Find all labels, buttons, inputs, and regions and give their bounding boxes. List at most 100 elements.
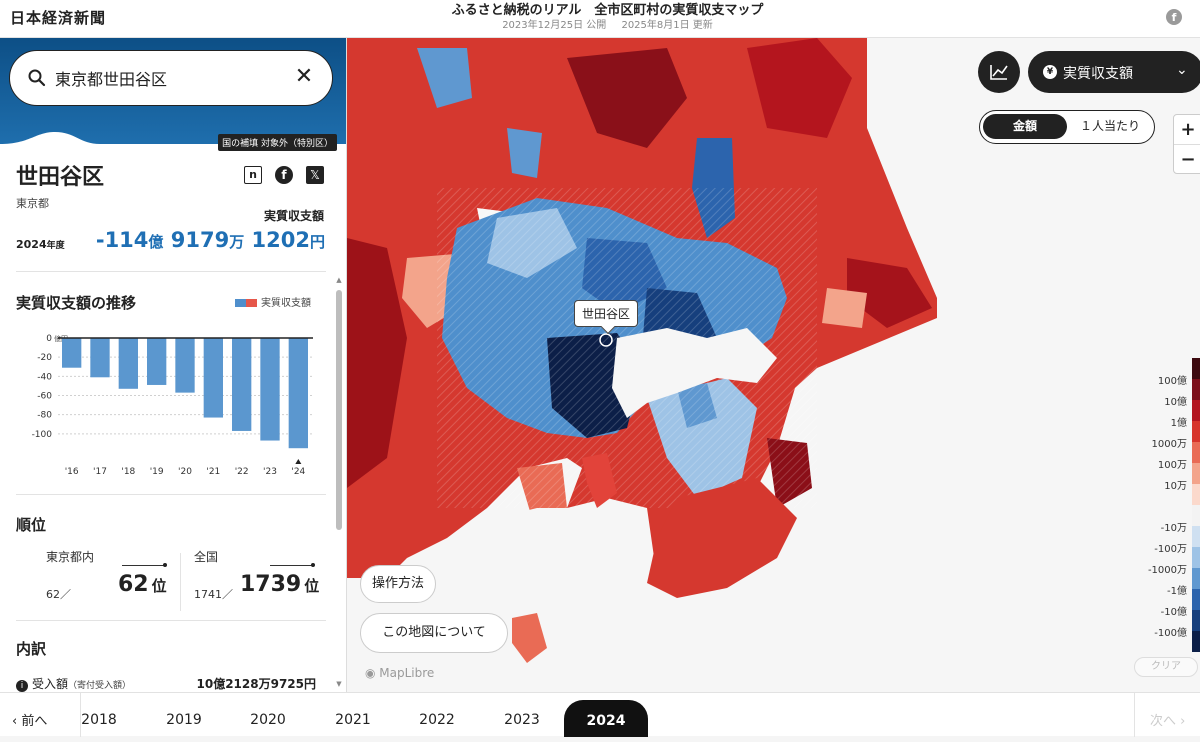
scale-swatch [1192, 505, 1200, 526]
scale-swatch [1192, 442, 1200, 463]
scale-swatch [1192, 421, 1200, 442]
land-dark-red-north2 [747, 38, 852, 138]
breakdown-row[interactable]: i 受入額（寄付受入額） 10億2128万9725円 [16, 675, 316, 692]
scale-swatch [1192, 526, 1200, 547]
x-tick-label: '19 [150, 467, 164, 477]
scroll-thumb[interactable] [336, 290, 342, 530]
prefecture-name: 東京都 [16, 197, 49, 210]
nikkei-logo[interactable]: 日本経済新聞 [10, 9, 107, 27]
year-2018[interactable]: 2018 [81, 712, 117, 728]
tokyo-rank-indicator [122, 563, 167, 567]
choropleth-map[interactable]: 世田谷区 ¥ 実質収支額 ⌄ 金額 １人当たり + − 100億 10億 1億 100… [347, 38, 1200, 692]
unit-man: 万 [229, 233, 245, 251]
tokyo-rank-value: 62 [118, 572, 149, 597]
toggle-amount[interactable]: 金額 [983, 114, 1067, 139]
scale-label: -1億 [1167, 586, 1187, 597]
x-share-icon[interactable]: 𝕏 [306, 166, 324, 184]
scale-label: -100億 [1154, 628, 1187, 639]
trend-chart-button[interactable] [978, 51, 1020, 93]
scale-swatch [1192, 379, 1200, 400]
search-icon [28, 69, 46, 87]
scale-label: -10万 [1160, 523, 1187, 534]
breakdown-title: 内訳 [16, 640, 47, 658]
unit-toggle[interactable]: 金額 １人当たり [979, 110, 1155, 144]
search-box[interactable]: ✕ [9, 50, 333, 106]
bar-'22 [232, 338, 252, 431]
island-oshima [512, 613, 547, 663]
panel-scrollbar[interactable]: ▲ ▼ [335, 276, 343, 692]
metric-dropdown-label: 実質収支額 [1063, 66, 1133, 82]
year-2024-active[interactable]: 2024 [564, 700, 648, 737]
scale-swatch [1192, 610, 1200, 631]
scroll-up-icon[interactable]: ▲ [336, 276, 342, 284]
land-blue-small-1 [507, 128, 542, 178]
scale-swatch [1192, 400, 1200, 421]
balance-oku: -114 [95, 228, 149, 252]
tokyo-rank: 62 位 [118, 572, 167, 597]
note-share-icon[interactable]: n [244, 166, 262, 184]
updated-date: 2025年8月1日 更新 [621, 20, 713, 31]
year-2020[interactable]: 2020 [250, 712, 286, 728]
divider [16, 271, 326, 272]
municipality-name: 世田谷区 [16, 165, 105, 190]
divider [80, 693, 81, 737]
year-timeline: ‹ 前へ 2018 2019 2020 2021 2022 2023 2024 … [0, 692, 1200, 737]
x-tick-label: '21 [206, 467, 220, 477]
breakdown-label: 受入額 [32, 677, 69, 691]
national-rank: 1739 位 [240, 572, 319, 597]
how-to-button[interactable]: 操作方法 [360, 565, 436, 603]
scale-label: 100億 [1157, 376, 1187, 387]
land-dark-red-east [847, 258, 932, 328]
attribution-text: MapLibre [379, 666, 435, 680]
national-label: 全国 [194, 550, 219, 564]
metric-dropdown[interactable]: ¥ 実質収支額 ⌄ [1028, 51, 1200, 93]
national-rank-suffix: 位 [304, 577, 320, 595]
land-dark-red-west [347, 238, 407, 488]
balance-value: -114億 9179万 1202円 [96, 228, 325, 252]
info-icon[interactable]: i [16, 680, 28, 692]
bar-'17 [90, 338, 110, 378]
maplibre-attribution[interactable]: ◉ MapLibre [365, 666, 435, 680]
scale-swatch [1192, 463, 1200, 484]
scale-label: 1000万 [1151, 439, 1187, 450]
current-year-marker [295, 459, 302, 464]
zoom-out-button[interactable]: − [1174, 144, 1200, 173]
scale-label: -1000万 [1147, 565, 1187, 576]
y-tick-label: -80 [37, 411, 52, 421]
zoom-in-button[interactable]: + [1180, 119, 1196, 140]
breakdown-amount: 10億2128万9725円 [196, 677, 317, 691]
tokyo-rank-label: 東京都内 [46, 546, 94, 565]
bar-'24 [288, 338, 308, 449]
bar-'18 [118, 338, 138, 389]
tokyo-bay [612, 328, 777, 418]
year-2021[interactable]: 2021 [335, 712, 371, 728]
page-title-block: ふるさと納税のリアル 全市区町村の実質収支マップ 2023年12月25日 公開 … [400, 3, 815, 33]
legend-label: 実質収支額 [261, 298, 311, 309]
clear-search-icon[interactable]: ✕ [294, 64, 314, 89]
y-tick-label: -40 [37, 372, 52, 382]
scale-label: -10億 [1160, 607, 1187, 618]
facebook-share-icon[interactable]: f [1166, 9, 1182, 25]
toggle-per-capita[interactable]: １人当たり [1079, 119, 1140, 133]
scroll-down-icon[interactable]: ▼ [336, 680, 342, 688]
facebook-icon[interactable]: f [275, 166, 293, 184]
land-salmon-3 [822, 288, 867, 328]
year-2023[interactable]: 2023 [504, 712, 540, 728]
y-tick-label: -60 [37, 392, 52, 402]
fiscal-year: 2024年度 [16, 238, 65, 251]
year-2022[interactable]: 2022 [419, 712, 455, 728]
bar-'20 [175, 338, 195, 393]
map-canvas[interactable] [347, 38, 1200, 692]
next-button[interactable]: 次へ › [1150, 710, 1185, 729]
search-input[interactable] [55, 65, 275, 91]
color-scale-legend: 100億 10億 1億 1000万 100万 10万 -10万 -100万 -1000万 -1億 -… [1142, 358, 1200, 652]
x-tick-label: '16 [65, 467, 79, 477]
year-2019[interactable]: 2019 [166, 712, 202, 728]
prev-button[interactable]: ‹ 前へ [12, 710, 47, 729]
scale-label: 1億 [1170, 418, 1187, 429]
bar-'23 [260, 338, 280, 441]
about-map-button[interactable]: この地図について [360, 613, 508, 653]
detail-panel: ✕ 国の補填 対象外（特別区） 世田谷区 東京都 n f 𝕏 実質収支額 202… [0, 38, 347, 692]
clear-button[interactable]: クリア [1134, 657, 1198, 677]
ranking-title: 順位 [16, 516, 47, 534]
